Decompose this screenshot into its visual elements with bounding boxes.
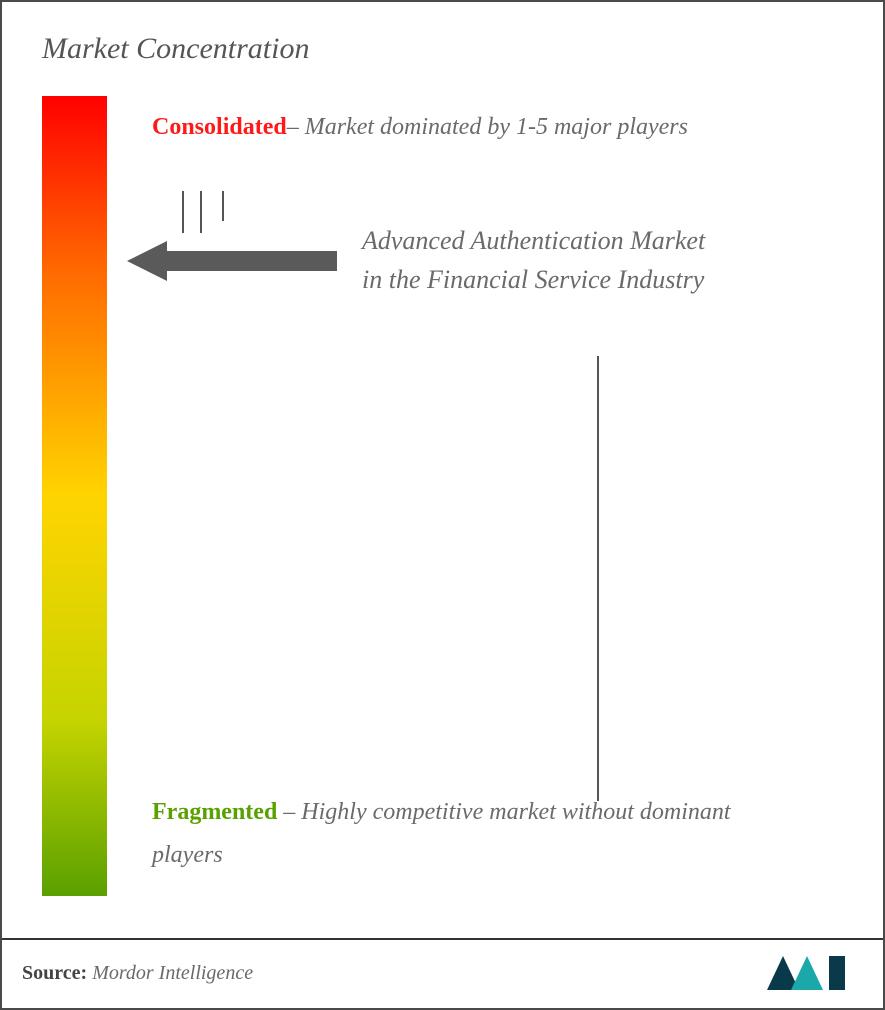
arrow-icon <box>127 236 347 286</box>
brand-logo-icon <box>763 952 853 994</box>
connector-line-short-2 <box>222 191 224 221</box>
fragmented-label: Fragmented <box>152 799 277 825</box>
market-name-label: Advanced Authentication Market in the Fi… <box>362 221 722 299</box>
connector-line-short <box>182 191 202 233</box>
consolidated-desc: – Market dominated by 1-5 major players <box>287 114 688 140</box>
source-text: Mordor Intelligence <box>87 962 253 984</box>
source-label: Source: <box>22 962 87 984</box>
consolidated-label: Consolidated <box>152 114 287 140</box>
concentration-gradient-bar <box>42 96 107 896</box>
source-attribution: Source: Mordor Intelligence <box>22 962 253 985</box>
consolidated-description: Consolidated– Market dominated by 1-5 ma… <box>152 106 823 149</box>
top-text-block: Consolidated– Market dominated by 1-5 ma… <box>152 106 823 149</box>
fragmented-description: Fragmented – Highly competitive market w… <box>152 791 803 877</box>
footer-bar: Source: Mordor Intelligence <box>2 938 883 1008</box>
infographic-container: Market Concentration Consolidated– Marke… <box>0 0 885 1010</box>
content-area: Consolidated– Market dominated by 1-5 ma… <box>42 96 843 916</box>
page-title: Market Concentration <box>42 32 843 66</box>
pointer-arrow <box>127 236 347 286</box>
connector-line-long <box>597 356 599 801</box>
